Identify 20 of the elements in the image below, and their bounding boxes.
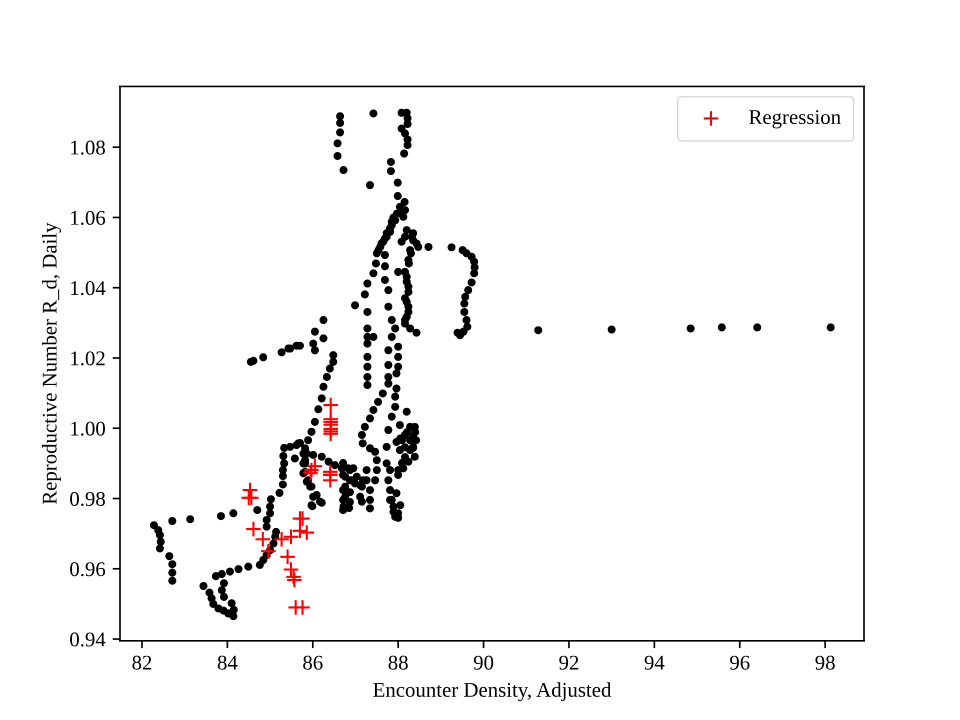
y-tick-label: 0.98 xyxy=(70,492,105,506)
y-tick-label: 0.94 xyxy=(70,632,106,647)
x-axis-title: Encounter Density, Adjusted xyxy=(373,682,612,702)
y-tick-label: 1.02 xyxy=(71,351,105,366)
y-tick-label: 1.06 xyxy=(71,210,106,225)
y-tick-label: 1.04 xyxy=(71,281,106,296)
x-tick-label: 86 xyxy=(303,656,323,670)
x-tick-label: 94 xyxy=(644,656,664,670)
y-tick-label: 1.08 xyxy=(71,140,105,155)
x-tick-label: 96 xyxy=(730,656,750,670)
x-tick-label: 88 xyxy=(388,656,408,670)
x-tick-label: 82 xyxy=(132,656,152,670)
legend-label: Regression xyxy=(749,110,841,128)
y-tick-label: 1.00 xyxy=(71,422,105,436)
y-tick-label: 0.96 xyxy=(70,562,106,576)
x-tick-label: 92 xyxy=(559,656,578,670)
x-tick-label: 84 xyxy=(218,656,238,670)
x-tick-label: 90 xyxy=(474,656,494,670)
x-tick-label: 98 xyxy=(815,656,835,670)
y-axis-title: Reproductive Number R_d, Daily xyxy=(42,222,61,504)
